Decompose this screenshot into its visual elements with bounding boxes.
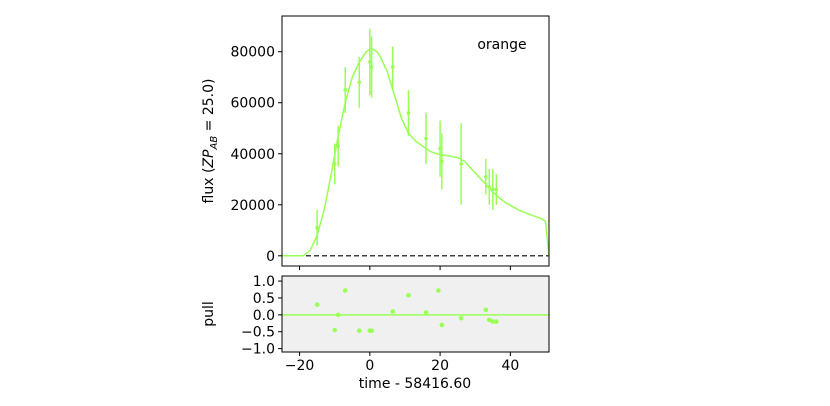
flux-point	[336, 144, 341, 148]
flux-y-axis-label-prefix: flux (	[201, 168, 217, 204]
flux-point	[440, 159, 444, 164]
x-tick-label: −20	[285, 358, 315, 374]
flux-point	[494, 187, 499, 192]
flux-marks	[282, 28, 550, 257]
pull-axes-background	[282, 276, 549, 352]
flux-y-tick-label: 80000	[230, 45, 275, 61]
flux-axes-frame	[281, 15, 550, 267]
pull-y-tick-label: 0.0	[253, 308, 275, 324]
flux-x-ticks	[299, 266, 511, 270]
flux-y-axis-label-zp: ZP	[201, 149, 217, 169]
flux-point	[357, 80, 362, 85]
flux-point	[390, 65, 395, 69]
x-tick-label: 40	[501, 358, 519, 374]
pull-y-ticks: −1.0−0.50.00.51.0	[241, 274, 282, 358]
pull-panel: −1.0−0.50.00.51.0 −20 0 20 40 pull time - 5…	[201, 274, 550, 392]
pull-y-tick-label: 0.5	[253, 291, 275, 307]
pull-point	[458, 315, 464, 321]
pull-point	[436, 288, 441, 293]
pull-point	[483, 307, 489, 313]
pull-point	[369, 328, 374, 334]
pull-y-tick-label: 1.0	[253, 274, 275, 290]
pull-y-tick-label: −0.5	[241, 325, 275, 341]
pull-point	[439, 322, 445, 328]
flux-annotation: orange	[477, 37, 526, 53]
flux-point	[315, 225, 319, 230]
flux-point	[438, 146, 442, 151]
pull-point	[332, 327, 337, 333]
flux-point	[343, 88, 348, 92]
flux-point	[406, 111, 411, 115]
flux-point	[424, 136, 428, 141]
flux-y-axis-label-sub: AB	[209, 136, 220, 151]
pull-point	[314, 302, 320, 308]
flux-y-tick-label: 60000	[230, 96, 275, 112]
pull-marks	[282, 288, 549, 334]
flux-y-tick-label: 0	[266, 249, 275, 265]
pull-x-ticks: −20 0 20 40	[285, 352, 519, 374]
x-tick-label: 0	[365, 358, 374, 374]
flux-panel: 0 20000 40000 60000 80000 orange flux (ZPAB …	[201, 15, 550, 270]
pull-point	[335, 312, 341, 318]
model-curve	[282, 48, 550, 257]
pull-y-tick-label: −1.0	[241, 342, 275, 358]
pull-point	[490, 319, 496, 324]
flux-y-axis-label: flux (ZPAB = 25.0)	[201, 79, 220, 204]
pull-point	[494, 319, 499, 324]
pull-point	[423, 310, 429, 315]
flux-y-axis-label-suffix: = 25.0)	[201, 79, 217, 136]
x-axis-label: time - 58416.60	[359, 376, 471, 392]
pull-point	[406, 292, 411, 298]
pull-point	[486, 317, 492, 323]
flux-y-tick-label: 40000	[230, 147, 275, 163]
pull-point	[356, 328, 362, 334]
pull-point	[390, 309, 395, 314]
x-tick-label: 20	[431, 358, 449, 374]
flux-point	[459, 162, 463, 166]
pull-axes-frame	[281, 275, 550, 353]
pull-point	[342, 288, 348, 293]
flux-point	[369, 65, 374, 69]
flux-y-tick-label: 20000	[230, 198, 275, 214]
flux-point	[368, 60, 372, 64]
flux-y-ticks: 0 20000 40000 60000 80000	[230, 45, 282, 265]
flux-point	[483, 174, 488, 179]
pull-y-axis-label: pull	[201, 301, 217, 327]
